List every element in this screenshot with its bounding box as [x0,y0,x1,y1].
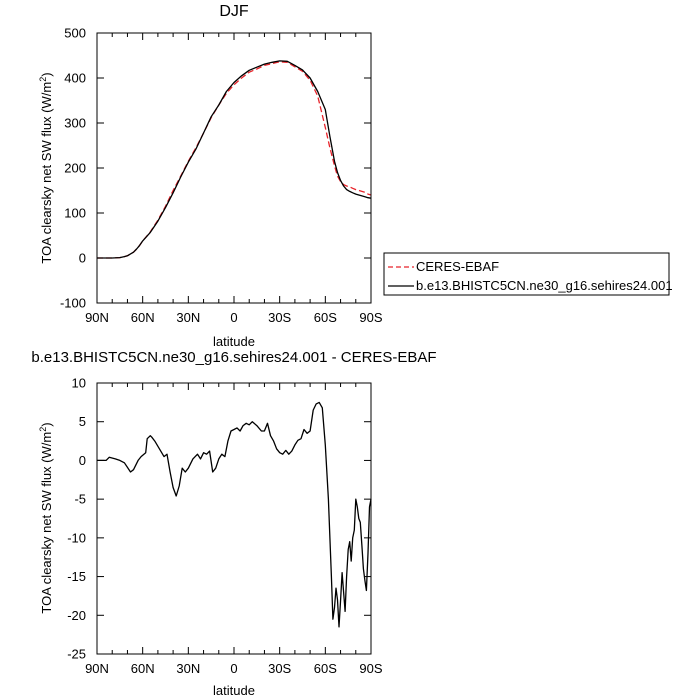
axis-ticks [96,382,372,655]
x-tick-label: 90S [359,310,382,325]
legend: CERES-EBAF b.e13.BHISTC5CN.ne30_g16.sehi… [383,252,673,296]
series-line-0 [97,401,372,628]
y-tick-label: -5 [74,492,86,507]
x-tick-label: 0 [230,661,237,676]
chart-title: b.e13.BHISTC5CN.ne30_g16.sehires24.001 -… [31,349,436,366]
axis-tick-labels: 90N 60N 30N 0 30S 60S 90S -25 -20 -15 -10 -5 0 5 10 [67,376,383,677]
x-tick-label: 90N [85,310,109,325]
plot-frame [96,32,372,304]
x-tick-label: 30S [268,661,291,676]
y-axis-label-superscript: 2 [38,77,48,82]
y-tick-label: -25 [67,647,86,662]
x-axis-label: latitude [213,334,255,349]
y-axis-label: TOA clearsky net SW flux (W/m2) [38,422,54,613]
y-tick-label: -20 [67,608,86,623]
chart-difference: b.e13.BHISTC5CN.ne30_g16.sehires24.001 -… [31,349,436,698]
axis-ticks [96,32,372,304]
x-tick-label: 90S [359,661,382,676]
x-tick-label: 60S [314,310,337,325]
y-tick-label: 100 [64,206,86,221]
x-tick-label: 30N [176,661,200,676]
y-tick-label: 400 [64,71,86,86]
y-axis-label: TOA clearsky net SW flux (W/m2) [38,72,54,263]
x-tick-label: 0 [230,310,237,325]
y-axis-label-main: TOA clearsky net SW flux (W/m [39,82,54,264]
x-tick-label: 90N [85,661,109,676]
x-tick-label: 60N [131,310,155,325]
series-group [97,401,372,628]
y-tick-label: 500 [64,26,86,41]
x-tick-label: 60S [314,661,337,676]
y-tick-label: -100 [60,296,86,311]
x-axis-label: latitude [213,683,255,698]
y-tick-label: 300 [64,116,86,131]
series-group [97,60,372,259]
x-tick-label: 30N [176,310,200,325]
y-tick-label: 10 [72,376,86,391]
plot-frame [96,382,372,655]
y-axis-label-end: ) [39,72,54,76]
y-tick-label: 200 [64,161,86,176]
chart-title: DJF [219,3,249,20]
y-axis-label-main: TOA clearsky net SW flux (W/m [39,432,54,614]
axis-tick-labels: 90N 60N 30N 0 30S 60S 90S -100 0 100 200 300 400 500 [60,26,383,326]
legend-box [383,252,670,296]
y-tick-label: -10 [67,530,86,545]
y-tick-label: 0 [79,453,86,468]
chart-djf: DJF 90N 60N 30N 0 30S 60S 90S -100 0 100 200 300 400… [38,3,383,349]
y-tick-label: -15 [67,569,86,584]
y-axis-label-superscript: 2 [38,427,48,432]
y-tick-label: 0 [79,251,86,266]
legend-entry-ceres: CERES-EBAF [416,259,499,274]
y-axis-label-end: ) [39,422,54,426]
legend-entry-model: b.e13.BHISTC5CN.ne30_g16.sehires24.001 [416,278,673,293]
x-tick-label: 30S [268,310,291,325]
x-tick-label: 60N [131,661,155,676]
series-line-0 [97,61,372,259]
series-line-1 [97,60,372,259]
y-tick-label: 5 [79,414,86,429]
